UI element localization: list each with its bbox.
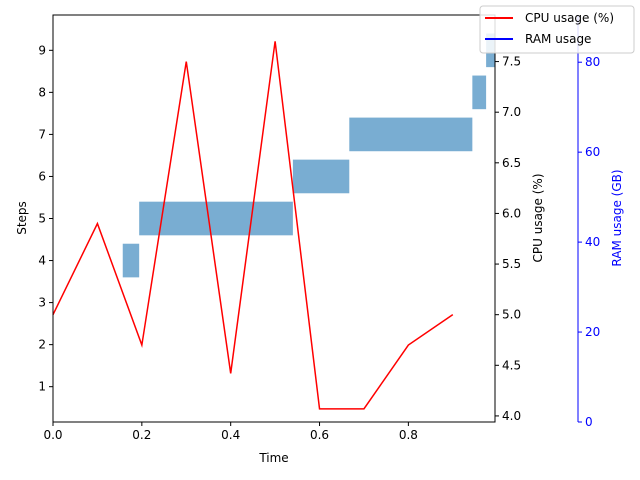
x-tick-label-4: 0.8 (399, 428, 418, 442)
step-bar-2 (292, 159, 350, 194)
steps-tick-label-6: 7 (38, 127, 46, 141)
cpu-axis-label: CPU usage (%) (531, 173, 545, 262)
legend-frame (479, 5, 635, 54)
step-bar-3 (349, 117, 473, 152)
ram-tick-label-4: 80 (585, 55, 600, 69)
ram-tick-label-2: 40 (585, 235, 600, 249)
cpu-tick-label-0: 4.0 (502, 409, 521, 423)
x-axis-label: Time (258, 451, 288, 465)
step-bar-4 (472, 75, 487, 110)
ram-tick-label-1: 20 (585, 325, 600, 339)
series-line-0 (52, 41, 454, 410)
cpu-tick-label-1: 4.5 (502, 358, 521, 372)
ram-tick-label-0: 0 (585, 415, 593, 429)
steps-tick-label-0: 1 (38, 380, 46, 394)
x-tick-label-1: 0.2 (132, 428, 151, 442)
ram-tick-label-3: 60 (585, 145, 600, 159)
x-tick-label-2: 0.4 (221, 428, 240, 442)
cpu-tick-label-4: 6.0 (502, 206, 521, 220)
cpu-tick-label-5: 6.5 (502, 156, 521, 170)
steps-tick-label-1: 2 (38, 338, 46, 352)
legend-label-ram: RAM usage (525, 32, 591, 46)
legend: CPU usage (%) RAM usage (479, 5, 635, 54)
x-tick-label-0: 0.0 (43, 428, 62, 442)
step-bars (122, 33, 495, 278)
step-bar-0 (122, 243, 140, 278)
steps-tick-label-3: 4 (38, 254, 46, 268)
axes: 0.0 0.2 0.4 0.6 0.8 1 2 3 4 5 6 7 8 9 4.0 4.5 5.0 5.5 6.0 6… (38, 14, 600, 442)
legend-label-cpu: CPU usage (%) (525, 11, 614, 25)
step-bar-1 (139, 201, 293, 236)
steps-tick-label-7: 8 (38, 85, 46, 99)
cpu-tick-label-2: 5.0 (502, 308, 521, 322)
x-tick-label-3: 0.6 (310, 428, 329, 442)
steps-axis-label: Steps (15, 201, 29, 235)
steps-tick-label-4: 5 (38, 212, 46, 226)
ram-axis-label: RAM usage (GB) (610, 169, 624, 266)
cpu-tick-label-3: 5.5 (502, 257, 521, 271)
series-lines (52, 41, 454, 410)
cpu-tick-label-6: 7.0 (502, 105, 521, 119)
steps-tick-label-2: 3 (38, 296, 46, 310)
steps-tick-label-8: 9 (38, 43, 46, 57)
cpu-tick-label-7: 7.5 (502, 55, 521, 69)
steps-tick-label-5: 6 (38, 169, 46, 183)
